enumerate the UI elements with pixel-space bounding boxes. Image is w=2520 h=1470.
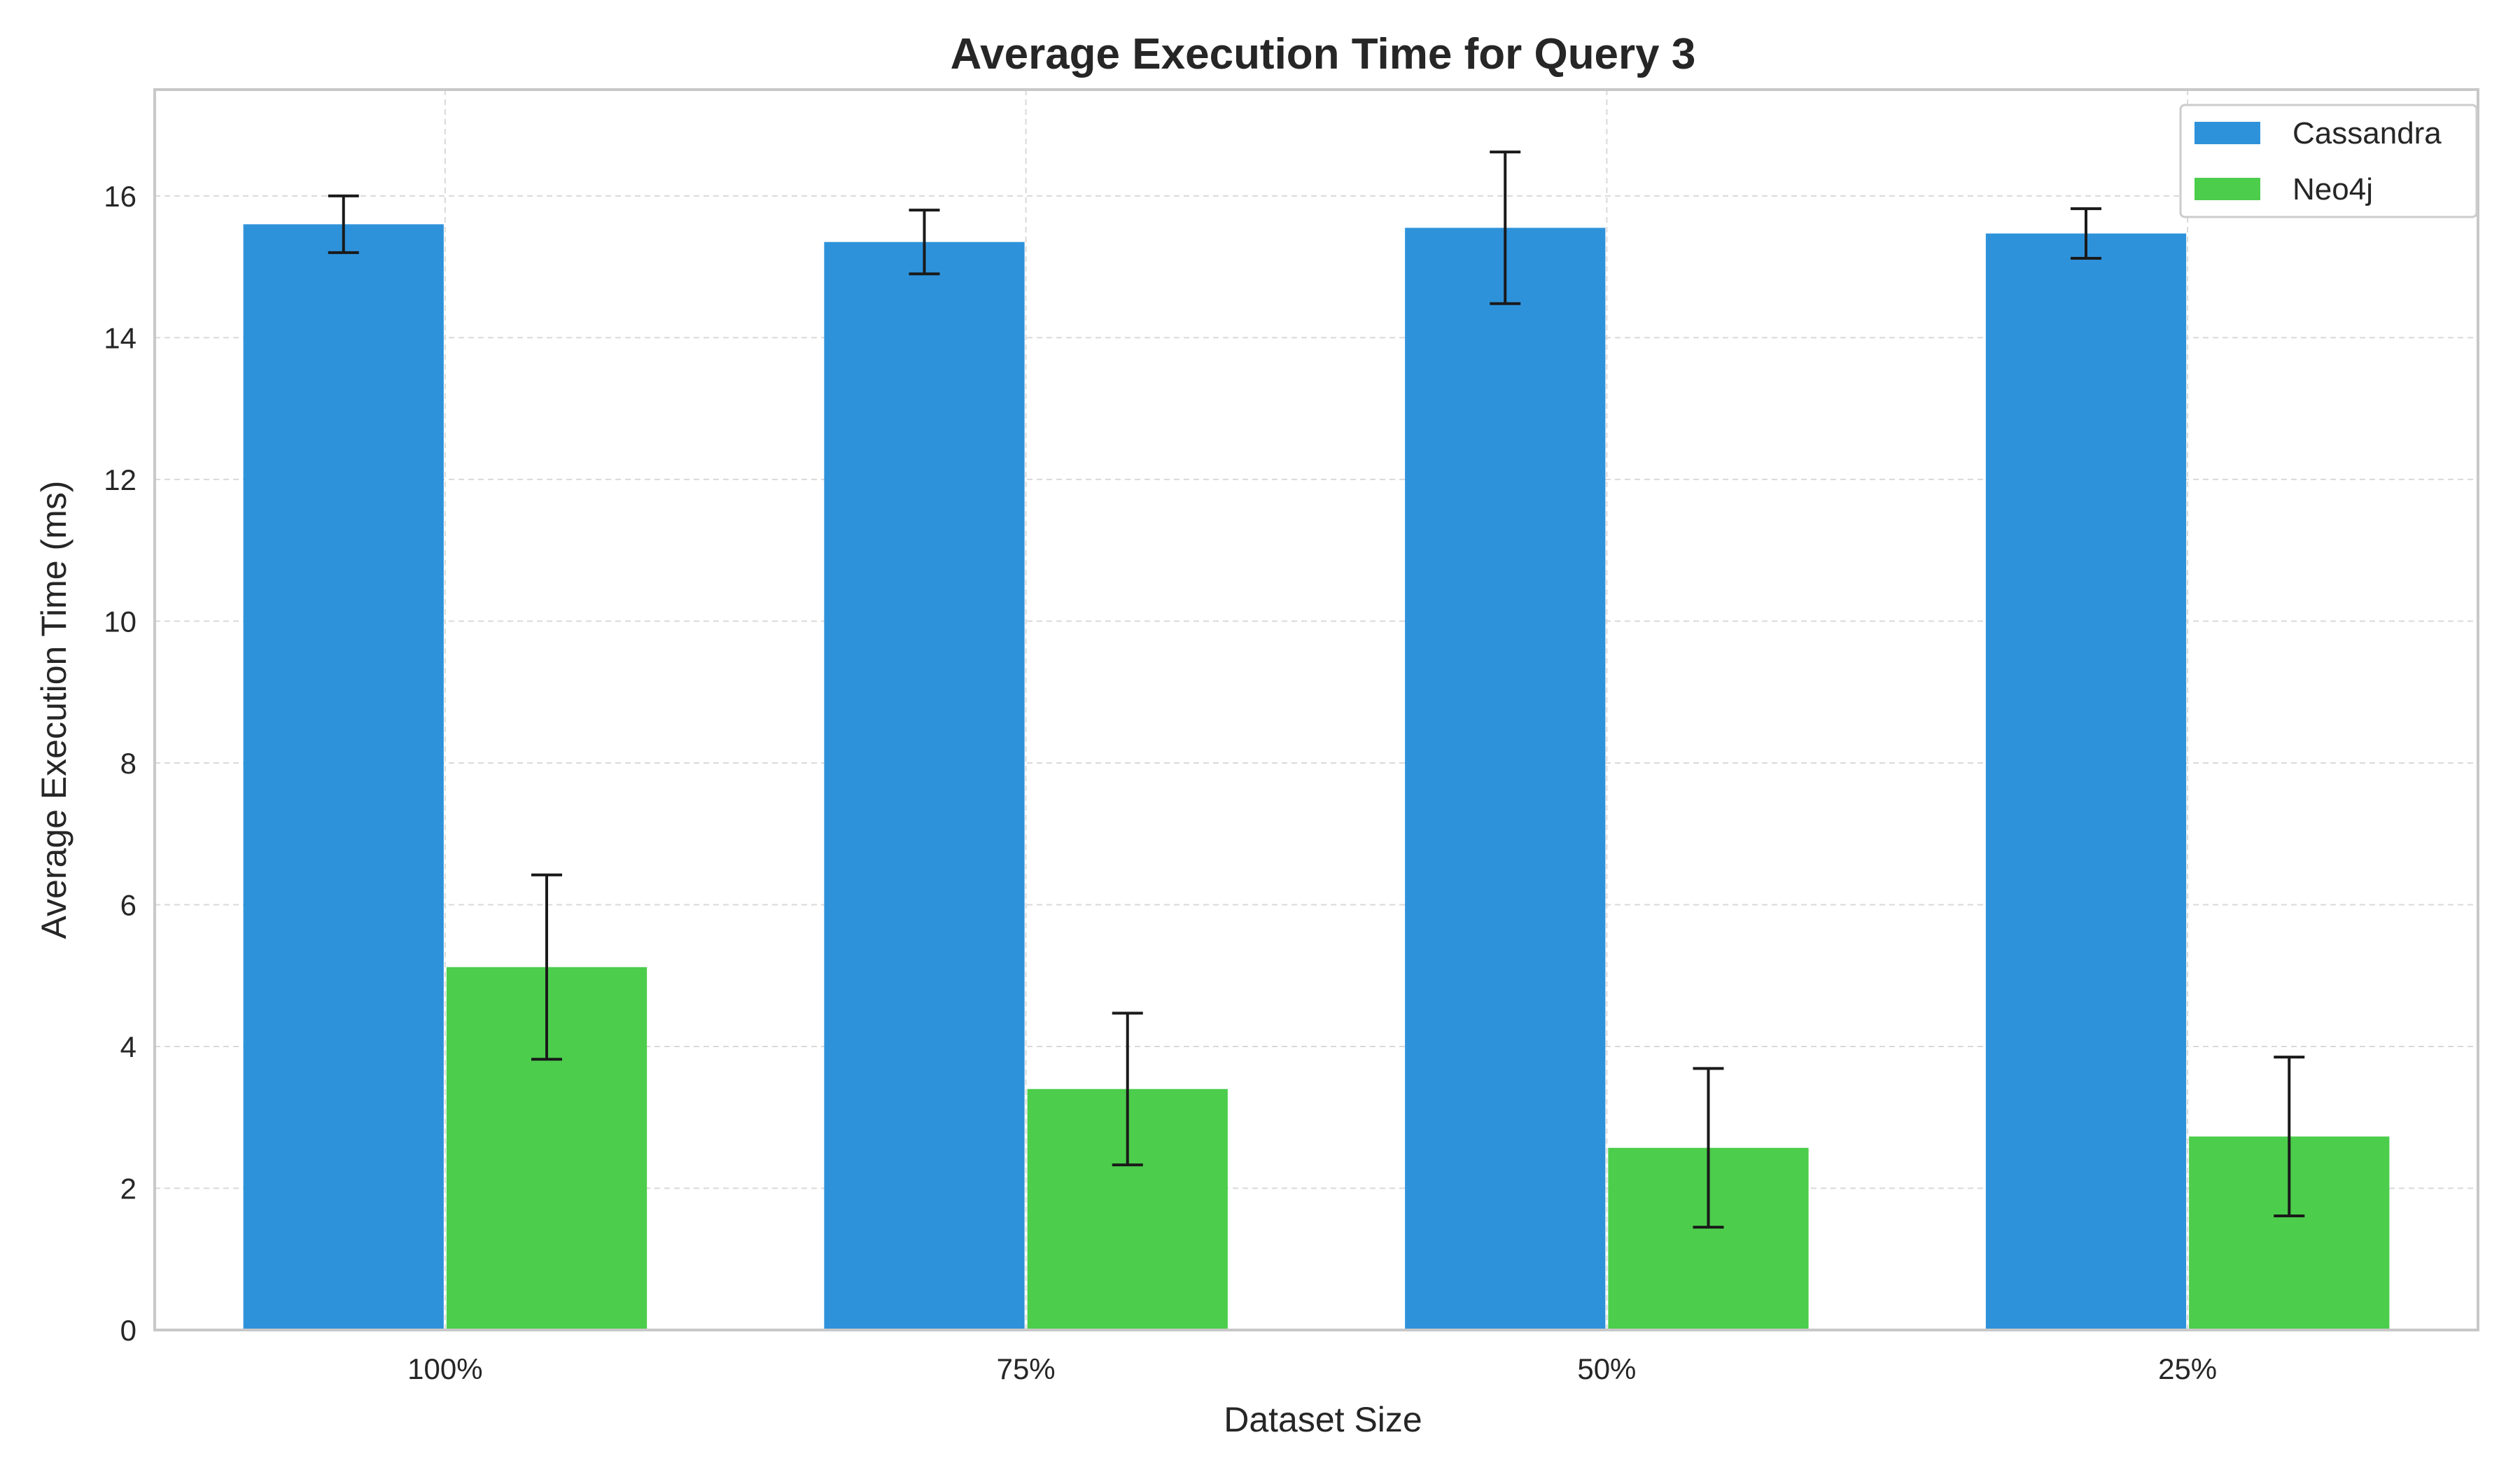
error-bar	[909, 209, 940, 276]
x-axis-label: Dataset Size	[1224, 1400, 1422, 1439]
chart-title: Average Execution Time for Query 3	[951, 30, 1696, 78]
y-tick-label: 4	[120, 1030, 136, 1063]
x-tick-label: 50%	[1577, 1352, 1636, 1385]
error-bar	[328, 194, 359, 254]
y-tick-label: 12	[104, 463, 136, 496]
y-tick-label: 6	[120, 888, 136, 921]
y-tick-label: 14	[104, 321, 136, 354]
y-tick-label: 16	[104, 180, 136, 213]
error-bar	[2274, 1056, 2305, 1217]
error-bar	[1693, 1067, 1724, 1229]
legend-swatch-cassandra	[2194, 122, 2260, 144]
y-axis-label: Average Execution Time (ms)	[34, 481, 74, 939]
bar-cassandra-25pct	[1985, 233, 2187, 1330]
legend-label-neo4j: Neo4j	[2292, 172, 2373, 206]
y-tick-label: 8	[120, 747, 136, 780]
x-tick-label: 75%	[997, 1352, 1056, 1385]
x-tick-label: 100%	[407, 1352, 482, 1385]
legend: Cassandra Neo4j	[2179, 104, 2478, 218]
plot-frame	[153, 88, 2479, 1331]
legend-swatch-neo4j	[2194, 178, 2260, 200]
tick-labels: 0 2 4 6 8 10 12 14 16 100% 75% 50% 25%	[104, 180, 2217, 1385]
bar-cassandra-100pct	[243, 224, 444, 1331]
error-bar	[531, 873, 563, 1061]
error-bar	[1112, 1011, 1143, 1167]
bar-cassandra-75pct	[824, 241, 1025, 1330]
y-tick-label: 2	[120, 1172, 136, 1205]
bar-cassandra-50pct	[1405, 227, 1606, 1330]
y-tick-label: 10	[104, 605, 136, 638]
error-bar	[2070, 207, 2101, 260]
legend-label-cassandra: Cassandra	[2292, 116, 2442, 150]
error-bars	[328, 150, 2305, 1229]
x-tick-label: 25%	[2158, 1352, 2217, 1385]
error-bar	[1490, 150, 1521, 305]
y-tick-label: 0	[120, 1314, 136, 1347]
bars	[243, 224, 2390, 1331]
